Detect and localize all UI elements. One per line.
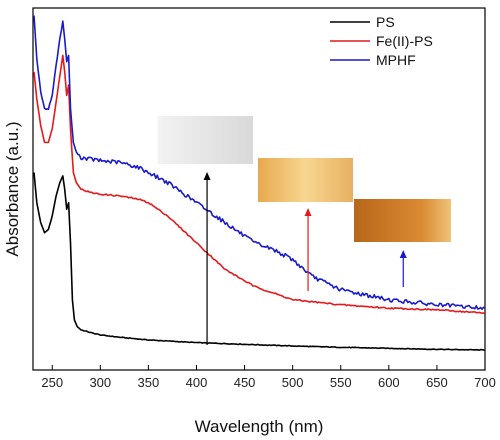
sample-photo-1 [158,116,253,164]
sample-photo-2 [258,158,353,202]
x-tick-label: 550 [330,375,352,390]
sample-photo-3 [354,199,451,242]
x-axis-label: Wavelength (nm) [195,417,324,436]
arrow-head-icon [399,250,407,258]
y-axis-label: Absorbance (a.u.) [3,121,22,256]
annotation-layer [158,116,451,345]
series-line-fe-ii-ps [33,54,485,314]
plot-frame [32,7,486,371]
arrow-head-icon [203,172,211,180]
x-tick-label: 400 [186,375,208,390]
series-layer [33,15,486,352]
legend-label: PS [376,14,395,30]
series-line-mphf [33,15,486,311]
x-tick-label: 450 [234,375,256,390]
x-tick-label: 650 [426,375,448,390]
legend: PS Fe(II)-PS MPHF [330,14,433,68]
x-tick-label: 700 [474,375,496,390]
x-tick-label: 600 [378,375,400,390]
x-tick-label: 300 [89,375,111,390]
series-line-ps [33,172,486,352]
legend-label: MPHF [376,52,416,68]
x-tick-label: 250 [41,375,63,390]
legend-label: Fe(II)-PS [376,33,433,49]
x-axis-ticks: 250 300 350 400 450 500 550 600 650 700 [41,365,496,390]
x-tick-label: 500 [282,375,304,390]
x-tick-label: 350 [138,375,160,390]
arrow-head-icon [304,208,312,216]
